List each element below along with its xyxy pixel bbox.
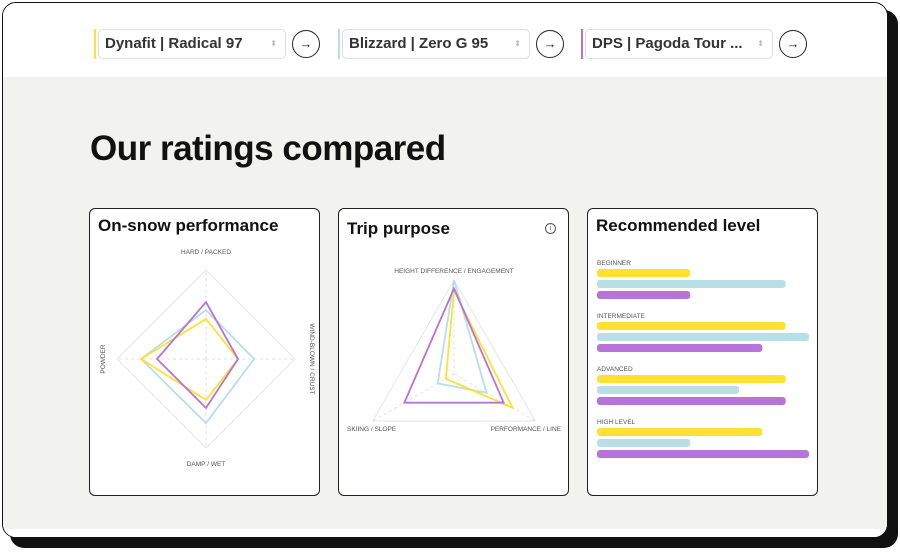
radar-grid [371, 278, 537, 422]
axis-label: HARD / PACKED [181, 249, 231, 256]
level-bar [597, 333, 809, 341]
on-snow-radar-chart: HARD / PACKED WIND-BLOWN / CRUST DAMP / WE… [100, 249, 315, 468]
on-snow-performance-card: HARD / PACKED WIND-BLOWN / CRUST DAMP / WE… [89, 208, 320, 496]
category-label: HIGH LEVEL [597, 419, 636, 426]
level-bar [597, 439, 691, 447]
category-label: BEGINNER [597, 260, 631, 267]
radar-axis-line [372, 373, 455, 422]
level-bar [597, 386, 740, 394]
card-title: Trip purpose [347, 219, 450, 238]
level-bar [597, 322, 786, 330]
category-label: ADVANCED [597, 366, 633, 373]
radar-series-3 [155, 300, 240, 410]
color-indicator [94, 29, 96, 59]
ski-select[interactable]: DPS | Pagoda Tour ... ⬍ [585, 29, 773, 59]
category-label: INTERMEDIATE [597, 313, 646, 320]
radar-grid [116, 269, 296, 449]
recommended-level-card: BEGINNER INTERMEDIATE ADVANCED HIGH LEVEL R… [587, 208, 818, 496]
axis-label: SKIING / SLOPE [347, 426, 397, 433]
level-bar [597, 428, 763, 436]
trip-purpose-card: HEIGHT DIFFERENCE / ENGAGEMENT PERFORMANC… [338, 208, 569, 496]
ski-select[interactable]: Blizzard | Zero G 95 ⬍ [342, 29, 530, 59]
ski-select-value: Blizzard | Zero G 95 [349, 35, 489, 52]
footer-strip [3, 529, 887, 537]
info-icon[interactable]: i [545, 223, 556, 234]
compare-header: Dynafit | Radical 97 ⬍ → Blizzard | Zero … [3, 3, 887, 77]
color-indicator [581, 29, 583, 59]
recommended-level-bar-chart: BEGINNER INTERMEDIATE ADVANCED HIGH LEVEL [597, 260, 809, 458]
arrow-right-icon: → [543, 36, 557, 51]
level-bar [597, 397, 786, 405]
axis-label: PERFORMANCE / LINE [491, 426, 562, 433]
go-arrow-button[interactable]: → [536, 30, 564, 58]
level-bar [597, 450, 809, 458]
level-bar [597, 375, 786, 383]
ski-select-value: DPS | Pagoda Tour ... [592, 35, 743, 52]
level-bar [597, 344, 763, 352]
radar-series-3 [402, 286, 506, 404]
level-bar [597, 280, 786, 288]
trip-purpose-radar-chart: HEIGHT DIFFERENCE / ENGAGEMENT PERFORMANC… [347, 268, 562, 433]
arrow-right-icon: → [786, 36, 800, 51]
ski-select-value: Dynafit | Radical 97 [105, 35, 243, 52]
arrow-right-icon: → [299, 36, 313, 51]
axis-label: HEIGHT DIFFERENCE / ENGAGEMENT [394, 268, 513, 275]
go-arrow-button[interactable]: → [779, 30, 807, 58]
chevron-updown-icon: ⬍ [514, 39, 521, 48]
radar-series-2 [139, 317, 240, 402]
radar-series-1 [436, 279, 488, 394]
window: Dynafit | Radical 97 ⬍ → Blizzard | Zero … [2, 2, 888, 538]
level-bar [597, 269, 691, 277]
level-bar [597, 291, 691, 299]
radar-series-2 [444, 287, 515, 410]
card-title: On-snow performance [98, 216, 279, 235]
color-indicator [338, 29, 340, 59]
axis-label: DAMP / WET [187, 461, 226, 468]
ratings-section: Our ratings compared HARD / PACKED WIND-B… [3, 77, 887, 529]
chevron-updown-icon: ⬍ [270, 39, 277, 48]
go-arrow-button[interactable]: → [292, 30, 320, 58]
card-title: Recommended level [596, 216, 761, 235]
ski-select[interactable]: Dynafit | Radical 97 ⬍ [98, 29, 286, 59]
page-title: Our ratings compared [90, 129, 446, 168]
radar-series-1 [139, 308, 256, 425]
radar-axis-line [453, 373, 536, 422]
axis-label: WIND-BLOWN / CRUST [308, 323, 315, 394]
chevron-updown-icon: ⬍ [757, 39, 764, 48]
axis-label: POWDER [100, 344, 107, 374]
